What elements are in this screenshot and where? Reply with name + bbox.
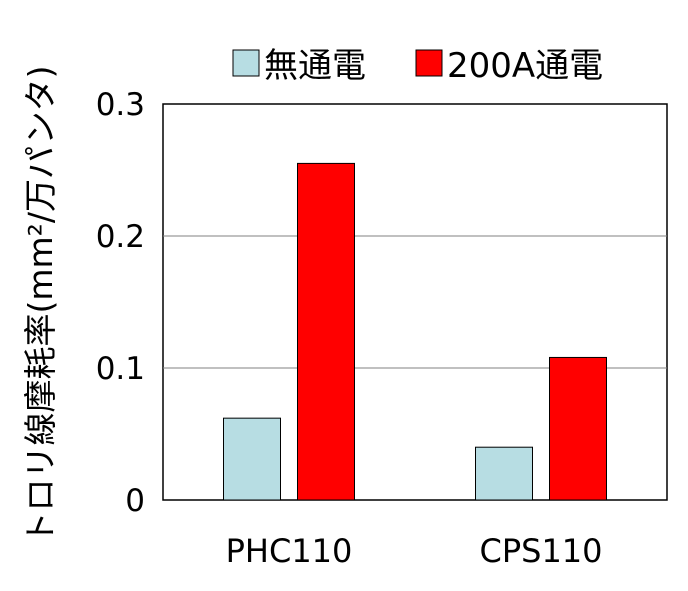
bar-cps110-series-0 [475,446,533,501]
x-tick-labels: PHC110 CPS110 [226,532,603,570]
y-tick-label: 0.3 [96,87,145,123]
y-tick-label: 0 [125,483,145,519]
bar-phc110-series-0 [223,417,281,501]
x-tick-label-cps110: CPS110 [479,532,602,570]
legend: 無通電 200A通電 [232,46,603,86]
legend-swatch-200a-current [415,49,443,77]
gridlines [163,235,667,369]
bar-phc110-series-1 [297,162,355,501]
y-tick-label: 0.1 [96,351,145,387]
y-axis-label: トロリ線摩耗率(mm²/万パンタ) [21,65,60,544]
y-tick-labels: 0 0.1 0.2 0.3 [96,87,145,519]
legend-label-no-current: 無通電 [264,46,366,86]
bars [223,162,607,501]
x-tick-label-phc110: PHC110 [226,532,353,570]
legend-label-200a-current: 200A通電 [447,46,603,86]
bar-cps110-series-1 [549,356,607,501]
legend-swatch-no-current [232,49,260,77]
plot-area [162,103,668,501]
y-tick-label: 0.2 [96,219,145,255]
